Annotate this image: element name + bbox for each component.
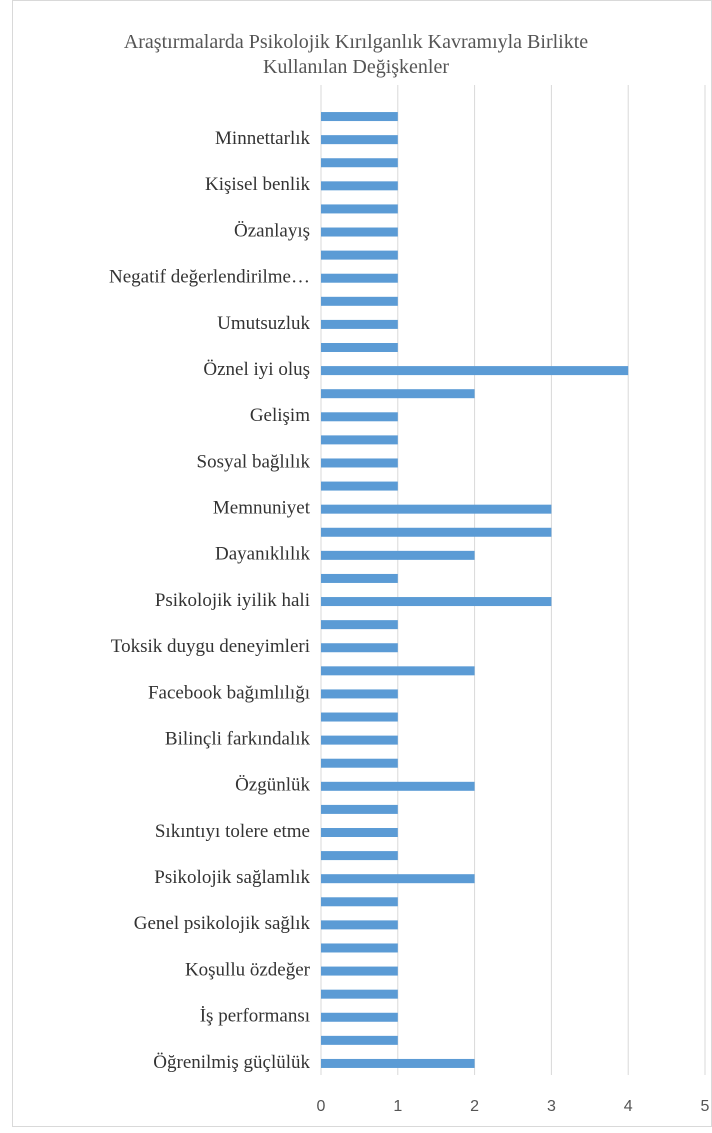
bar (321, 920, 398, 930)
bar (321, 828, 398, 837)
y-tick-label: Psikolojik sağlamlık (154, 867, 310, 888)
bar (321, 227, 398, 237)
y-tick-label: Umutsuzluk (217, 313, 310, 334)
y-tick-label: Minnettarlık (215, 128, 310, 149)
y-tick-label: Facebook bağımlılığı (148, 682, 310, 703)
bar (321, 504, 552, 514)
bar (321, 897, 398, 907)
bar (321, 181, 398, 191)
y-tick-label: Özanlayış (234, 220, 310, 241)
bar (321, 343, 398, 352)
bar (321, 735, 398, 745)
x-tick-label: 2 (470, 1098, 479, 1115)
y-tick-label: Genel psikolojik sağlık (134, 913, 311, 934)
y-tick-label: Negatif değerlendirilme… (109, 267, 310, 288)
y-tick-label: Sosyal bağlılık (197, 451, 311, 472)
bar (321, 527, 552, 537)
bar (321, 804, 398, 814)
chart-border (12, 0, 712, 1127)
bar (321, 643, 398, 653)
bar (321, 435, 398, 445)
y-tick-label: Öğrenilmiş güçlülük (153, 1052, 310, 1073)
bar (321, 204, 398, 214)
bar (321, 550, 475, 560)
bar (321, 273, 398, 283)
x-tick-label: 5 (701, 1098, 710, 1115)
bar (321, 781, 475, 791)
bar (321, 689, 398, 699)
bar (321, 851, 398, 861)
bar (321, 989, 398, 999)
y-tick-label: Toksik duygu deneyimleri (111, 636, 310, 657)
bar (321, 943, 398, 953)
y-tick-label: Gelişim (250, 405, 310, 426)
bar (321, 1058, 475, 1068)
bar (321, 966, 398, 976)
bar (321, 481, 398, 491)
y-tick-label: Özgünlük (235, 775, 310, 796)
bar (321, 112, 398, 122)
x-tick-label: 0 (317, 1098, 326, 1115)
y-tick-label: Koşullu özdeğer (185, 959, 311, 980)
bar (321, 296, 398, 306)
bar (321, 620, 398, 630)
bar (321, 135, 398, 145)
y-tick-label: Öznel iyi oluş (203, 359, 310, 380)
bar (321, 712, 398, 722)
bar (321, 666, 475, 676)
bar (321, 597, 552, 607)
bar (321, 758, 398, 768)
y-tick-label: Psikolojik iyilik hali (155, 590, 310, 611)
y-tick-label: Memnuniyet (213, 498, 311, 519)
y-tick-label: Dayanıklılık (215, 544, 310, 565)
bar (321, 1035, 398, 1045)
bar (321, 874, 475, 884)
x-tick-label: 1 (393, 1098, 402, 1115)
bar (321, 1012, 398, 1022)
bar (321, 389, 475, 399)
x-tick-label: 4 (624, 1098, 633, 1115)
y-tick-label: Bilinçli farkındalık (165, 728, 311, 749)
y-tick-label: İş performansı (200, 1006, 310, 1027)
y-tick-label: Sıkıntıyı tolere etme (155, 821, 310, 842)
chart-title: Araştırmalarda Psikolojik Kırılganlık Ka… (123, 31, 589, 78)
bar (321, 573, 398, 583)
y-tick-label: Kişisel benlik (205, 174, 311, 195)
bar (321, 250, 398, 260)
x-tick-label: 3 (547, 1098, 556, 1115)
bar (321, 412, 398, 422)
bar (321, 319, 398, 329)
bar (321, 366, 629, 376)
bar (321, 158, 398, 168)
bar (321, 458, 398, 468)
